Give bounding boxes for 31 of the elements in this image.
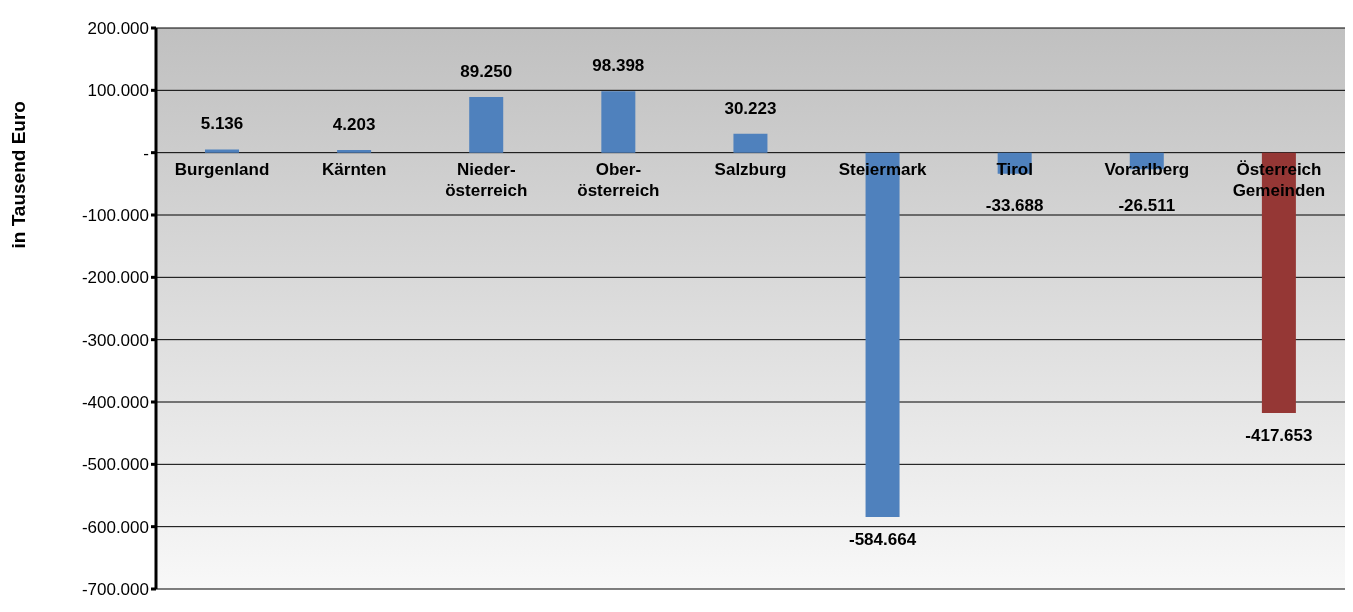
y-tick-label: 100.000 — [87, 81, 149, 101]
y-tick-label: -700.000 — [81, 580, 149, 600]
x-tick-label: Kärnten — [322, 159, 387, 179]
y-tick-label: -500.000 — [81, 455, 149, 475]
y-tick-label: -400.000 — [81, 393, 149, 413]
x-tick-label: Vorarlberg — [1104, 159, 1190, 179]
data-label: -417.653 — [1245, 426, 1313, 445]
data-label: 5.136 — [200, 114, 244, 134]
data-label: -33.688 — [985, 195, 1044, 215]
x-tick-label: Nieder- österreich — [445, 159, 528, 200]
x-tick-label: Salzburg — [714, 159, 787, 179]
y-tick-label: 200.000 — [87, 19, 149, 39]
data-label: 98.398 — [592, 56, 645, 76]
y-axis-title: in Tausend Euro — [7, 101, 29, 249]
data-label: 30.223 — [724, 98, 777, 118]
y-tick-label: -100.000 — [81, 206, 149, 226]
data-label: -584.664 — [848, 530, 917, 550]
bar — [205, 149, 239, 153]
y-tick-label: -600.000 — [81, 517, 149, 537]
data-label: 4.203 — [332, 115, 376, 135]
x-tick-label: Ober- österreich — [577, 159, 660, 200]
bar — [469, 97, 504, 153]
bar — [337, 150, 372, 153]
data-label: -26.511 — [1118, 195, 1176, 215]
y-tick-label: -200.000 — [81, 268, 149, 288]
bar — [601, 91, 636, 153]
y-tick-label: -300.000 — [81, 330, 149, 350]
y-tick-label: - — [143, 143, 149, 163]
bar — [733, 133, 768, 153]
x-tick-label: Burgenland — [174, 159, 270, 179]
data-label: 89.250 — [460, 62, 513, 82]
